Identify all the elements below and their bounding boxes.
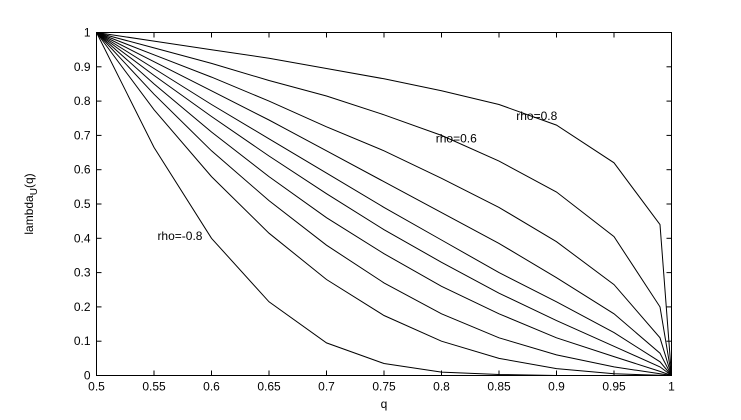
- y-tick-label: 0.5: [74, 197, 91, 211]
- series-line-3: [96, 32, 672, 376]
- y-tick-label: 0.4: [74, 231, 91, 245]
- series-line-6: [96, 32, 672, 376]
- x-tick-label: 0.9: [548, 380, 565, 394]
- series-line-7: [96, 32, 672, 376]
- x-tick-label: 0.75: [372, 380, 396, 394]
- y-tick-label: 0.6: [74, 163, 91, 177]
- x-tick-label: 0.85: [487, 380, 511, 394]
- y-tick-label: 0.1: [74, 334, 91, 348]
- series-line-10: [96, 32, 672, 376]
- x-tick-label: 1: [668, 380, 675, 394]
- y-tick-label: 0.8: [74, 94, 91, 108]
- series-line-4: [96, 32, 672, 376]
- plot-area-frame: [96, 32, 672, 376]
- annotations-group: rho=0.8 rho=0.6 rho=-0.8: [157, 109, 557, 243]
- y-tick-label: 0.2: [74, 300, 91, 314]
- series-line-8: [96, 32, 672, 376]
- series-annotation: rho=-0.8: [157, 229, 202, 243]
- y-axis-label-main: lambda: [22, 195, 36, 235]
- y-tick-label: 1: [84, 26, 91, 40]
- series-line-9: [96, 32, 672, 376]
- y-tick-label: 0: [84, 369, 91, 383]
- x-tick-label: 0.55: [142, 380, 166, 394]
- y-axis-ticks: 0 0.1 0.2 0.3 0.4 0.5 0.6 0.7 0.8 0.9 1: [74, 26, 672, 383]
- x-tick-label: 0.5: [88, 380, 105, 394]
- series-line-2: [96, 32, 672, 376]
- x-axis-label: q: [381, 397, 388, 411]
- plot-series-group: [96, 32, 672, 376]
- series-annotation: rho=0.6: [436, 131, 477, 145]
- x-axis-ticks: 0.5 0.55 0.6 0.65 0.7 0.75 0.8 0.85 0.9 0.95 1: [88, 32, 675, 394]
- x-tick-label: 0.7: [318, 380, 335, 394]
- y-axis-label-suffix: (q): [22, 173, 36, 188]
- x-tick-label: 0.95: [602, 380, 626, 394]
- y-tick-label: 0.7: [74, 128, 91, 142]
- x-tick-label: 0.6: [203, 380, 220, 394]
- series-annotation: rho=0.8: [516, 109, 557, 123]
- y-axis-label: lambdaU(q): [22, 173, 40, 234]
- y-axis-label-subscript: U: [29, 188, 40, 195]
- x-tick-label: 0.65: [257, 380, 281, 394]
- y-tick-label: 0.9: [74, 60, 91, 74]
- series-line-5: [96, 32, 672, 376]
- y-tick-label: 0.3: [74, 266, 91, 280]
- series-line-1: [96, 32, 672, 376]
- x-tick-label: 0.8: [433, 380, 450, 394]
